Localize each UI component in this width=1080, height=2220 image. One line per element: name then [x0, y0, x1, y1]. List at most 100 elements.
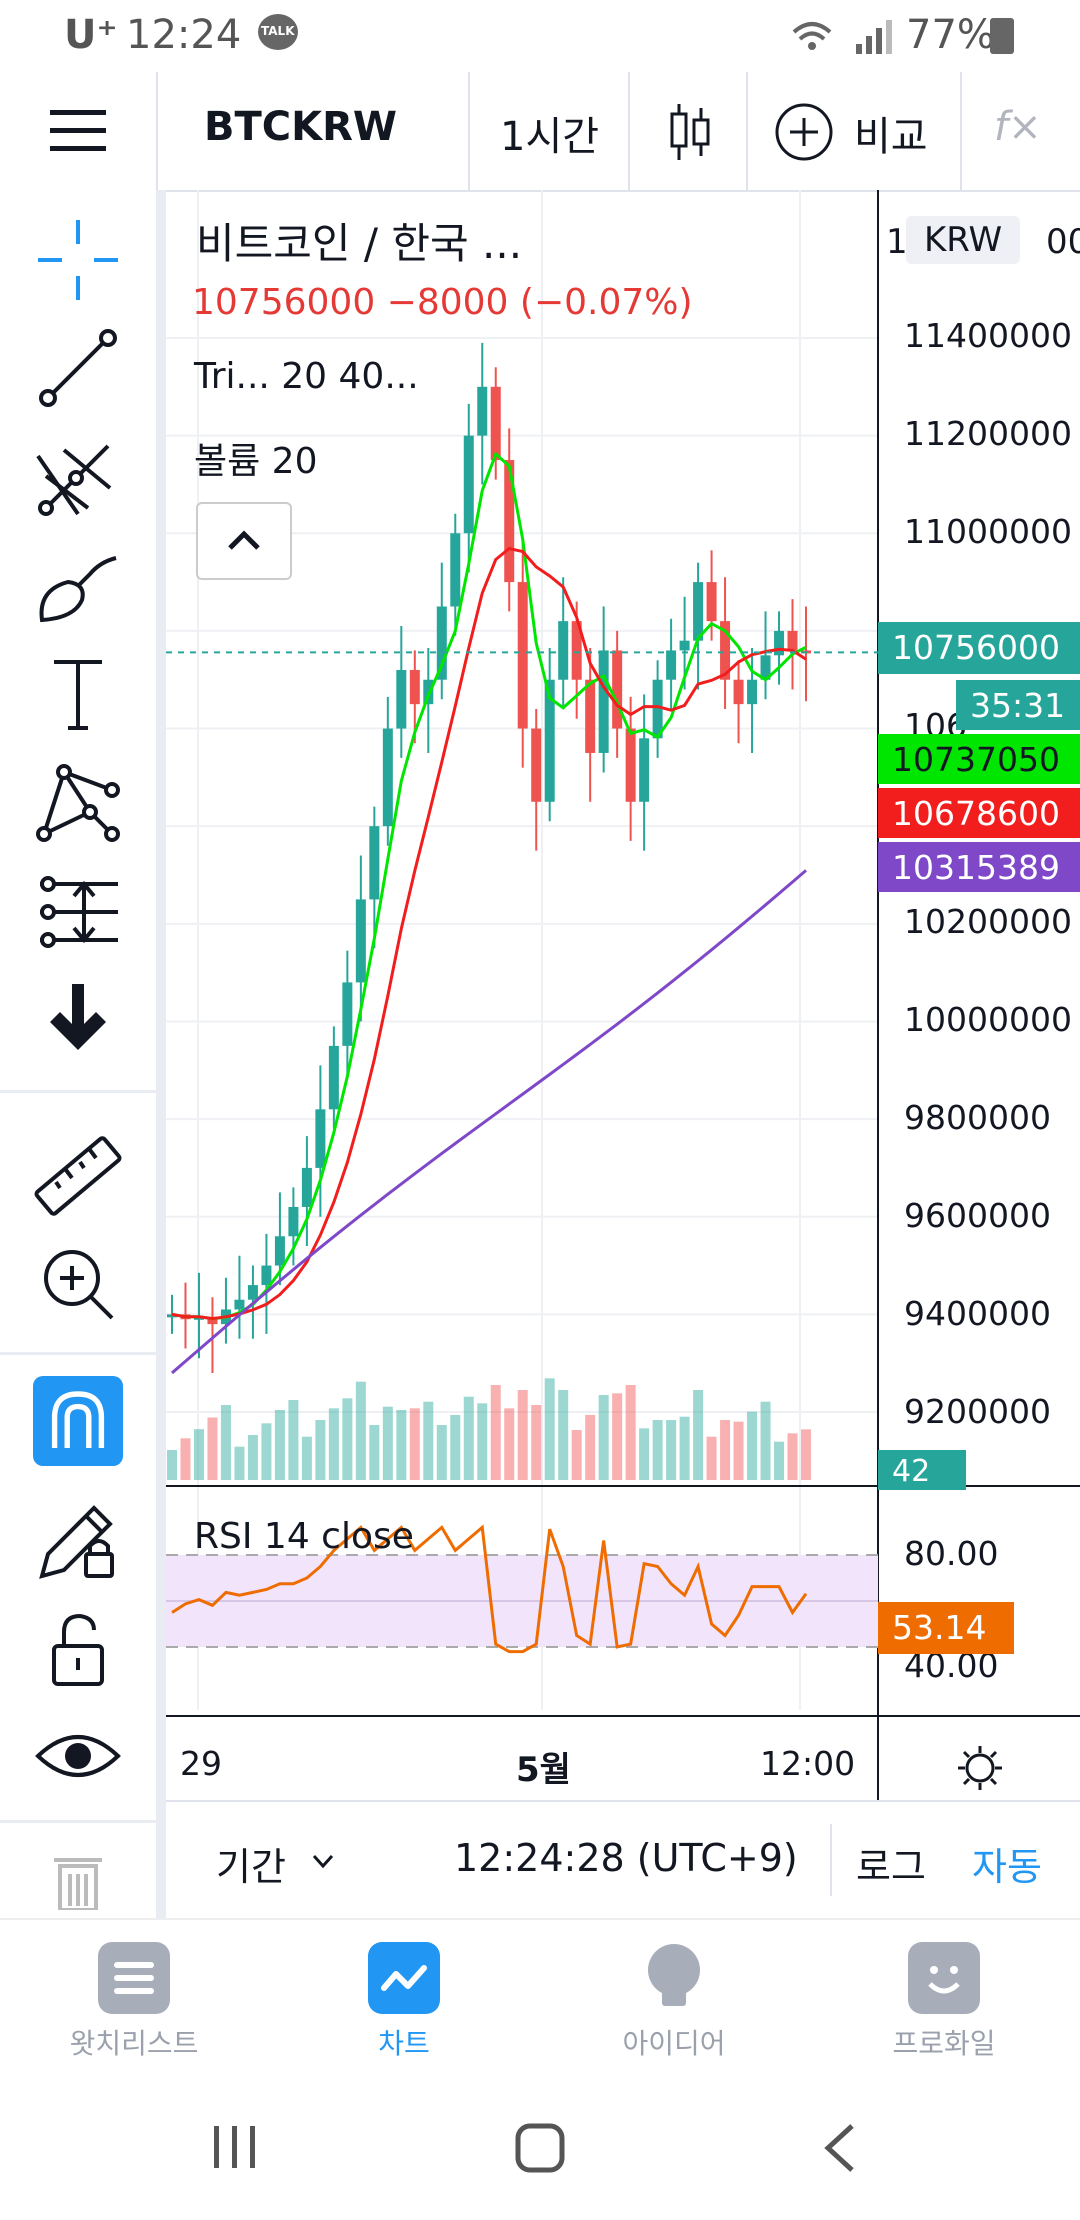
- rsi-legend[interactable]: RSI 14 close: [194, 1516, 414, 1557]
- volume-bar: [612, 1393, 623, 1480]
- countdown-text: 35:31: [970, 686, 1066, 725]
- compare-plus-icon[interactable]: [774, 102, 834, 162]
- candle-body: [382, 728, 393, 827]
- price-change-line: 10756000 −8000 (−0.07%): [192, 282, 693, 323]
- volume-bar: [409, 1408, 420, 1480]
- candle-type-icon[interactable]: [668, 102, 712, 162]
- watchlist-icon: [98, 1942, 170, 2014]
- volume-bar: [369, 1425, 380, 1480]
- volume-bar: [531, 1405, 542, 1480]
- chart-settings-icon[interactable]: [954, 1742, 1006, 1794]
- chart-line-icon: [368, 1942, 440, 2014]
- trend-line-tool[interactable]: [28, 318, 128, 418]
- nav-label-active: 차트: [378, 2027, 430, 2060]
- candle-body: [679, 640, 690, 651]
- candle-body: [747, 679, 758, 705]
- candle-body: [436, 606, 447, 680]
- indicators-fx-button[interactable]: f×: [994, 104, 1042, 150]
- x-tick-label: 29: [180, 1744, 222, 1783]
- menu-icon[interactable]: [50, 108, 106, 154]
- nav-chart[interactable]: 차트: [304, 1942, 504, 2062]
- volume-bar: [490, 1385, 501, 1480]
- volume-bar: [625, 1385, 636, 1480]
- candle-body: [490, 386, 501, 461]
- volume-bar: [504, 1408, 515, 1480]
- ruler-icon: [34, 1136, 122, 1216]
- candle-body: [585, 679, 596, 753]
- volume-bar: [679, 1416, 690, 1480]
- volume-bar: [436, 1425, 447, 1480]
- candle-body: [504, 460, 515, 583]
- log-scale-toggle[interactable]: 로그: [856, 1845, 926, 1889]
- smiley-icon: [908, 1942, 980, 2014]
- date-range-button[interactable]: 기간: [216, 1845, 286, 1889]
- candle-body: [261, 1265, 272, 1286]
- chart-title[interactable]: 비트코인 / 한국 ...: [196, 219, 523, 268]
- symbol-button[interactable]: BTCKRW: [204, 104, 398, 150]
- indicator-legend[interactable]: Tri... 20 40...: [194, 356, 419, 397]
- pattern-tool[interactable]: [28, 750, 128, 850]
- zoom-in-tool[interactable]: [28, 1234, 128, 1334]
- status-bar: U⁺ 12:24 TALK 77%: [0, 0, 1080, 72]
- lock-drawings-tool[interactable]: [28, 1490, 128, 1590]
- recent-apps-icon[interactable]: [210, 2124, 260, 2170]
- y-tick-partial-top: 1: [886, 222, 908, 262]
- candle-body: [544, 679, 555, 802]
- currency-badge[interactable]: KRW: [906, 216, 1021, 264]
- candle-body: [450, 533, 461, 607]
- volume-tag: 42: [878, 1450, 966, 1490]
- price-chart[interactable]: [166, 190, 1080, 1800]
- timestamp-label[interactable]: 12:24:28 (UTC+9): [454, 1836, 798, 1880]
- last-price-text: 10756000: [892, 628, 1060, 667]
- back-icon[interactable]: [820, 2122, 860, 2174]
- candle-body: [301, 1167, 312, 1207]
- volume-bar: [342, 1398, 353, 1480]
- text-tool[interactable]: [28, 642, 128, 742]
- volume-bar: [315, 1420, 326, 1480]
- volume-legend[interactable]: 볼륨 20: [194, 441, 318, 482]
- nav-watchlist[interactable]: 왓치리스트: [34, 1942, 234, 2062]
- lightbulb-icon: [638, 1942, 710, 2014]
- rsi-value-text: 53.14: [892, 1608, 987, 1647]
- volume-bar: [247, 1435, 258, 1480]
- long-position-icon: [40, 876, 118, 948]
- crosshair-icon: [38, 220, 118, 300]
- ma-purple-line: [171, 869, 807, 1375]
- candle-body: [207, 1316, 218, 1325]
- volume-bar: [193, 1429, 204, 1480]
- volume-bar: [760, 1401, 771, 1480]
- interval-button[interactable]: 1시간: [500, 114, 600, 160]
- ma-red-text: 10678600: [892, 794, 1060, 833]
- x-tick-label: 12:00: [760, 1744, 856, 1783]
- ma-red-tag: 10678600: [878, 788, 1080, 838]
- pitchfork-tool[interactable]: [28, 426, 128, 526]
- brush-icon: [39, 556, 117, 623]
- ruler-tool[interactable]: [28, 1126, 128, 1226]
- nav-profile[interactable]: 프로화일: [844, 1942, 1044, 2062]
- volume-bar: [382, 1406, 393, 1480]
- y-tick-partial-right: 00: [1046, 222, 1080, 262]
- nav-ideas[interactable]: 아이디어: [574, 1942, 774, 2062]
- more-tools-tool[interactable]: [28, 966, 128, 1066]
- pitchfork-icon: [36, 444, 112, 516]
- volume-bar: [558, 1390, 569, 1480]
- candle-body: [760, 655, 771, 680]
- candle-body: [558, 621, 569, 680]
- compare-button[interactable]: 비교: [854, 114, 928, 160]
- collapse-legend-button[interactable]: [196, 502, 292, 580]
- remove-drawings-tool[interactable]: [28, 1850, 128, 1912]
- candle-body: [706, 582, 717, 622]
- measure-position-tool[interactable]: [28, 858, 128, 958]
- hide-drawings-tool[interactable]: [28, 1706, 128, 1806]
- brush-tool[interactable]: [28, 534, 128, 634]
- crosshair-tool[interactable]: [28, 210, 128, 310]
- volume-bar: [463, 1396, 474, 1480]
- home-icon[interactable]: [514, 2122, 566, 2174]
- lock-all-tool[interactable]: [28, 1598, 128, 1698]
- volume-bar: [450, 1415, 461, 1480]
- chart-bottom-bar: 기간 12:24:28 (UTC+9) 로그 자동: [166, 1800, 1080, 1920]
- auto-scale-toggle[interactable]: 자동: [972, 1845, 1042, 1889]
- magnet-tool[interactable]: [33, 1376, 123, 1466]
- chevron-up-icon: [228, 530, 260, 550]
- chart-area[interactable]: 비트코인 / 한국 ... 10756000 −8000 (−0.07%) Tr…: [166, 190, 1080, 1800]
